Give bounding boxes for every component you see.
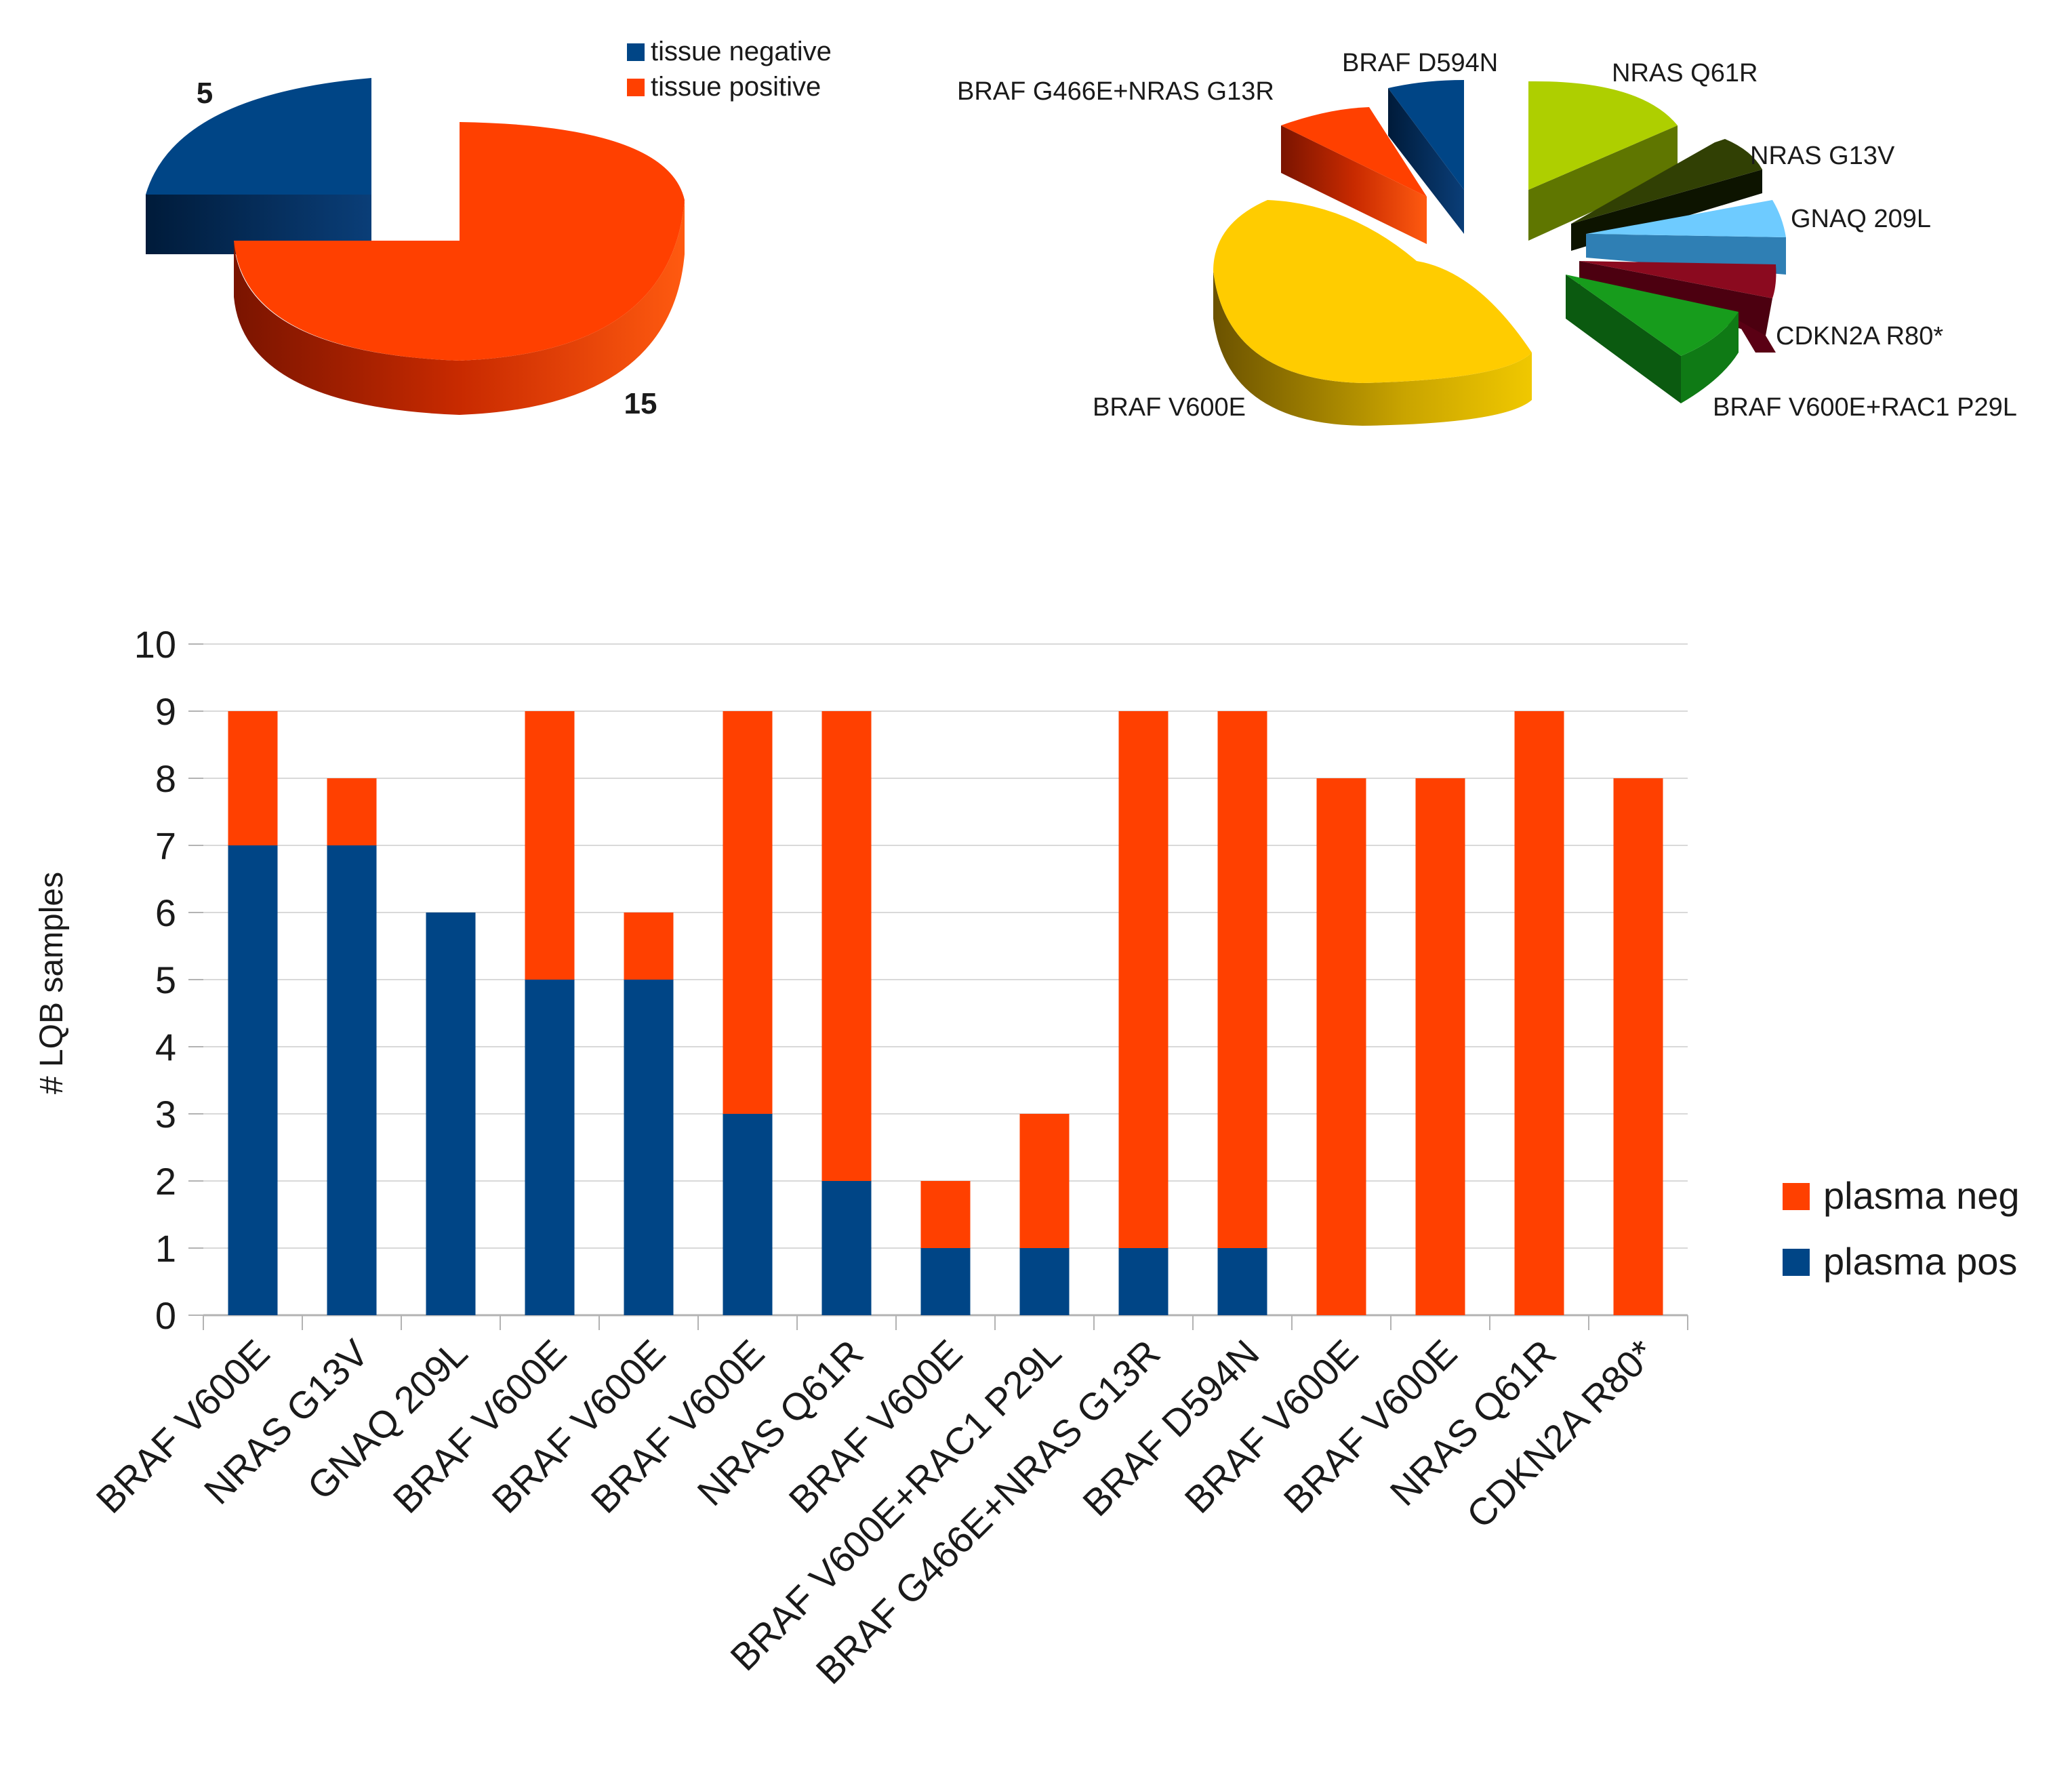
bar-plasma-neg [1118,711,1169,1248]
x-tick-label: BRAF V600E [384,1331,574,1521]
x-tick-label: BRAF V600E [1176,1331,1366,1521]
bar-plasma-neg [1316,778,1366,1315]
bar-plasma-neg [327,778,377,845]
bar-plasma-neg [1019,1114,1070,1248]
y-tick-label: 2 [155,1160,176,1203]
bar-plasma-neg [624,912,674,980]
y-tick-label: 4 [155,1026,176,1068]
y-tick-label: 7 [155,824,176,867]
x-tick-label: BRAF D594N [1074,1331,1267,1524]
bar-plasma-pos [920,1248,971,1315]
pie-slice-tissue-positive [234,122,685,415]
legend-label-plasma-neg: plasma neg [1823,1174,2020,1217]
y-tick-label: 1 [155,1227,176,1270]
x-tick-label: BRAF V600E [780,1331,970,1521]
bar-plasma-neg [821,711,872,1181]
bar-legend: plasma neg plasma pos [1783,1174,2020,1283]
bar-plasma-pos [821,1181,872,1315]
bar-plasma-pos [723,1114,773,1315]
pie-value-label-positive: 15 [624,387,657,420]
legend-swatch-tissue-positive [627,79,645,96]
bar-plasma-pos [1217,1248,1267,1315]
legend-swatch-plasma-pos [1783,1249,1810,1276]
y-tick-label: 9 [155,690,176,733]
bar-plasma-neg [1514,711,1564,1315]
pie-value-label-negative: 5 [197,77,213,110]
pie-tissue-legend: tissue negative tissue positive [627,37,832,102]
pie-slice-braf-v600e [1213,200,1532,426]
pie-label-nras-g13v: NRAS G13V [1750,142,1895,170]
pie-slice-braf-d594n [1388,80,1464,234]
pie-label-nras-q61r: NRAS Q61R [1612,59,1758,87]
bar-plasma-neg [1613,778,1663,1315]
legend-label-tissue-negative: tissue negative [651,37,832,66]
bar-plasma-neg [525,711,575,980]
legend-label-tissue-positive: tissue positive [651,72,821,102]
bar-plasma-neg [228,711,278,845]
bar-plasma-pos [525,980,575,1315]
x-tick-label: BRAF V600E [1275,1331,1465,1521]
bar-plasma-pos [426,912,476,1315]
bar-plasma-neg [920,1181,971,1248]
x-tick-label: BRAF V600E [582,1331,772,1521]
pie-label-braf-d594n: BRAF D594N [1342,49,1498,77]
bar-plasma-pos [624,980,674,1315]
pie-tissue: 5 15 tissue negative tissue positive [146,37,832,420]
bar-plasma-pos [327,845,377,1315]
bar-plasma-neg [1217,711,1267,1248]
pie-slice-tissue-negative [146,78,371,254]
y-tick-label: 10 [134,623,176,666]
pie-slice-braf-g466e-nras-g13r [1281,107,1427,244]
x-tick-label: BRAF V600E [483,1331,673,1521]
bar-plasma-neg [1415,778,1465,1315]
legend-swatch-tissue-negative [627,43,645,61]
y-tick-label: 3 [155,1093,176,1136]
y-axis-label: # LQB samples [34,872,70,1094]
bar-plasma-pos [1118,1248,1169,1315]
pie-label-cdkn2a-r80: CDKN2A R80* [1776,322,1943,350]
pie-slice-braf-v600e-rac1-p29l [1566,275,1739,403]
pie-label-braf-g466e-nras-g13r: BRAF G466E+NRAS G13R [957,77,1274,106]
y-tick-label: 0 [155,1294,176,1337]
pie-label-braf-v600e: BRAF V600E [1093,393,1246,422]
y-tick-label: 6 [155,891,176,934]
pie-label-gnaq-209l: GNAQ 209L [1791,205,1931,233]
pie-mutations: BRAF V600E BRAF G466E+NRAS G13R BRAF D59… [957,49,2017,426]
bar-plasma-pos [228,845,278,1315]
y-tick-label: 8 [155,757,176,800]
bar-plasma-pos [1019,1248,1070,1315]
bar-plasma-neg [723,711,773,1114]
legend-label-plasma-pos: plasma pos [1823,1240,2017,1283]
pie-label-braf-v600e-rac1-p29l: BRAF V600E+RAC1 P29L [1713,393,2017,422]
y-tick-label: 5 [155,959,176,1001]
x-tick-label: BRAF V600E [87,1331,277,1521]
legend-swatch-plasma-neg [1783,1183,1810,1210]
pie-slice-nras-q61r [1528,81,1678,241]
bar-marks [228,711,1663,1315]
y-axis-ticks: 0 1 2 3 4 5 6 7 8 9 10 [134,623,176,1337]
